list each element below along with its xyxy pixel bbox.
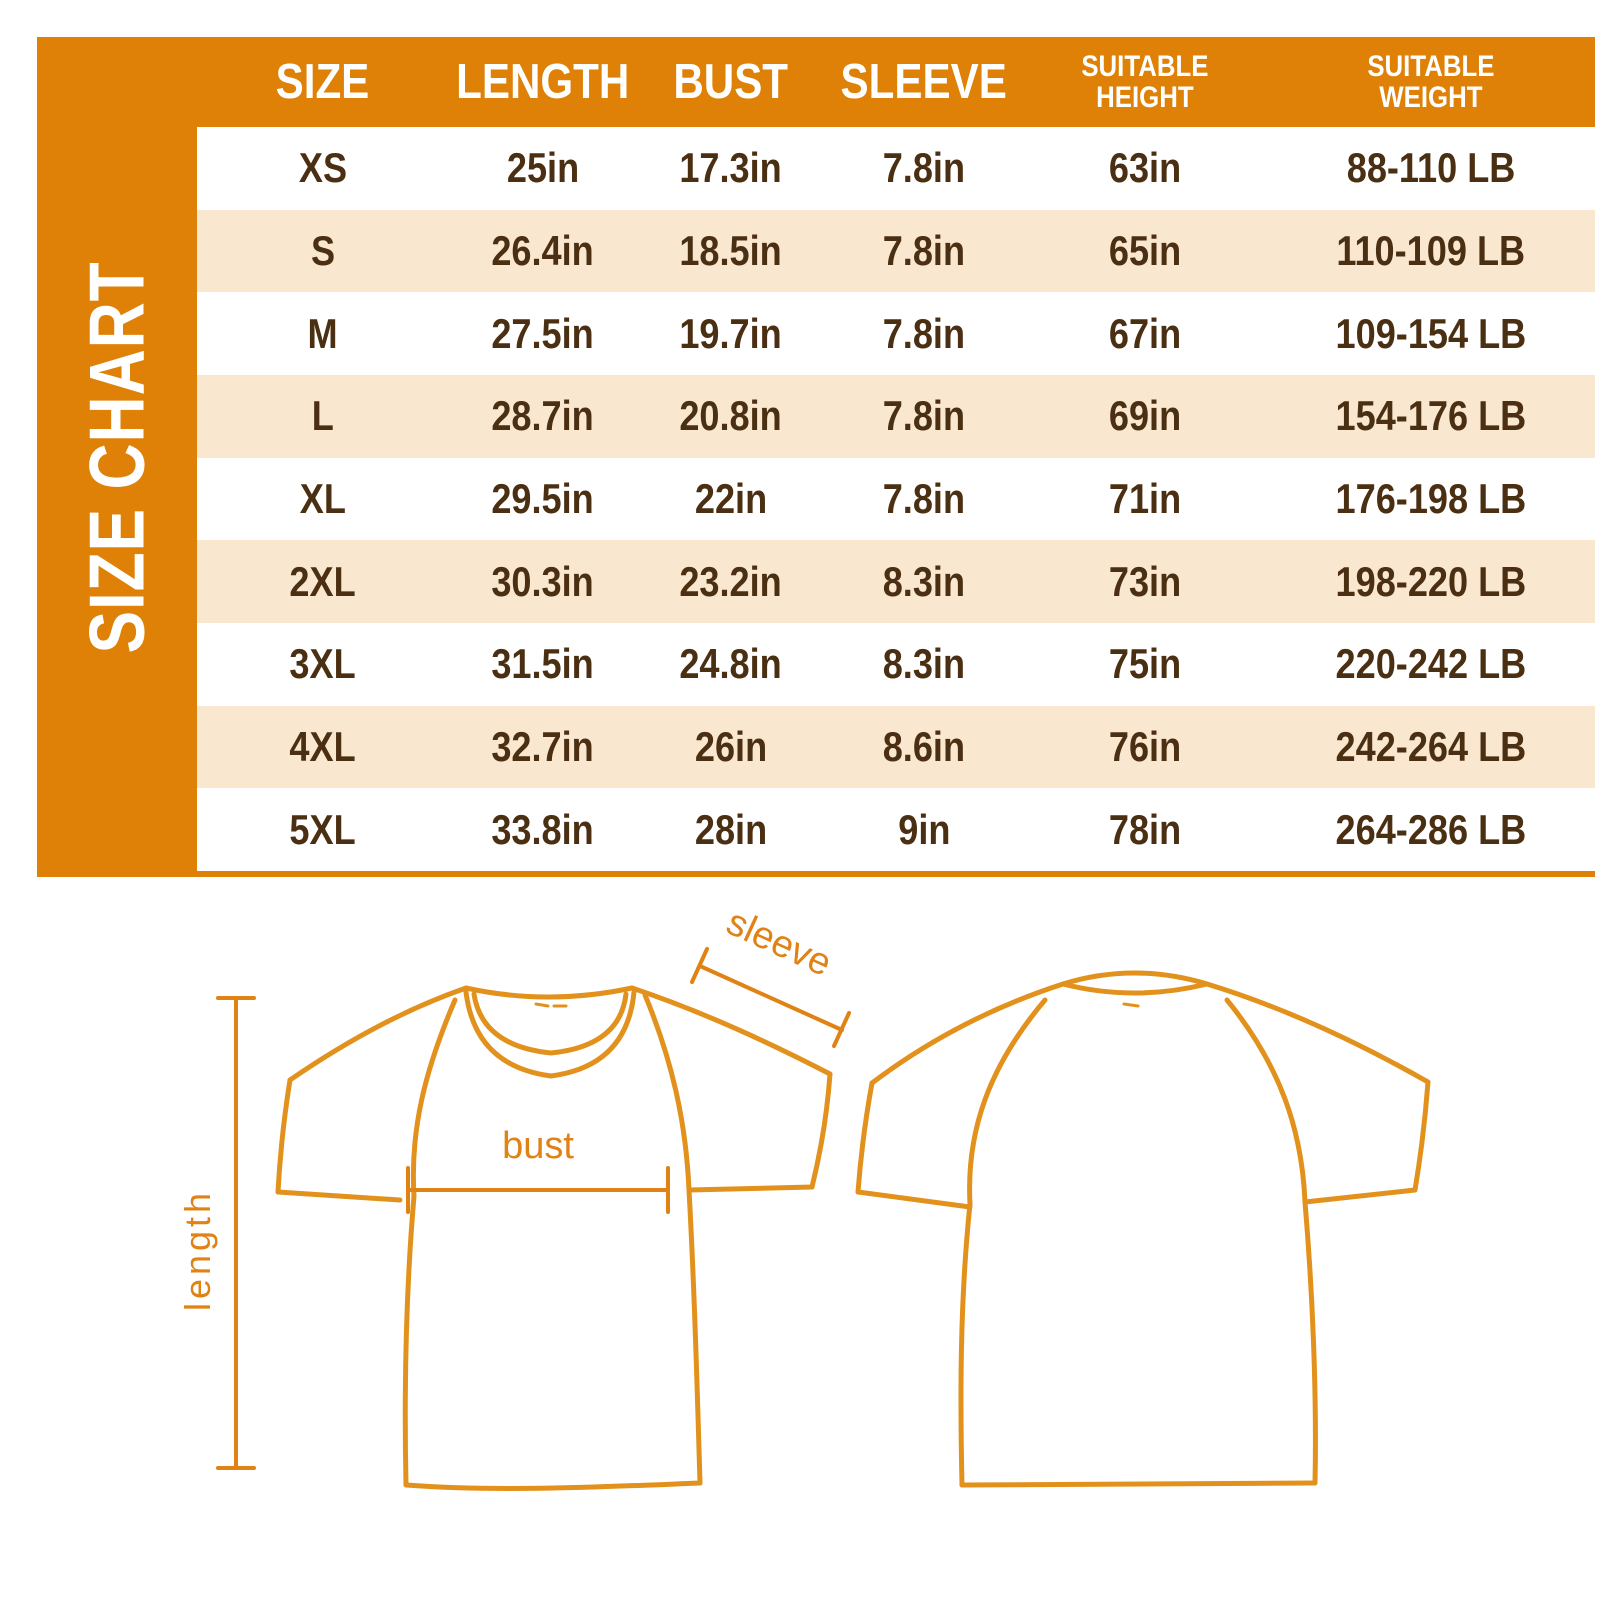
size-chart-card: SIZE CHART SIZE LENGTH BUST SLEEVE SUITA…: [37, 37, 1595, 877]
cell-sleeve: 7.8in: [882, 392, 966, 440]
cell-bust: 23.2in: [679, 557, 783, 605]
cell-suitable-weight: 110-109 LB: [1336, 226, 1526, 274]
cell-suitable-height: 78in: [1108, 805, 1181, 853]
cell-size: M: [307, 309, 338, 357]
table-row-s: S 26.4in 18.5in 7.8in 65in 110-109 LB: [197, 209, 1595, 293]
cell-bust: 26in: [694, 722, 768, 770]
column-header-size: SIZE: [275, 55, 370, 109]
column-header-bust: BUST: [673, 55, 789, 109]
table-row-4xl: 4XL 32.7in 26in 8.6in 76in 242-264 LB: [197, 705, 1595, 789]
cell-suitable-height: 67in: [1108, 309, 1181, 357]
length-measure-line: [216, 996, 256, 1470]
cell-suitable-height: 73in: [1108, 557, 1181, 605]
table-row-5xl: 5XL 33.8in 28in 9in 78in 264-286 LB: [197, 788, 1595, 871]
cell-length: 31.5in: [491, 640, 595, 688]
cell-sleeve: 9in: [897, 805, 951, 853]
cell-suitable-height: 69in: [1108, 392, 1181, 440]
cell-size: 4XL: [289, 722, 356, 770]
cell-suitable-weight: 176-198 LB: [1335, 474, 1527, 522]
cell-suitable-weight: 198-220 LB: [1335, 557, 1527, 605]
cell-length: 29.5in: [491, 474, 595, 522]
cell-size: S: [310, 226, 335, 274]
cell-size: XL: [299, 474, 346, 522]
column-header-sleeve: SLEEVE: [840, 55, 1008, 109]
table-row-3xl: 3XL 31.5in 24.8in 8.3in 75in 220-242 LB: [197, 622, 1595, 706]
cell-bust: 22in: [694, 474, 768, 522]
cell-sleeve: 8.3in: [882, 640, 966, 688]
cell-bust: 19.7in: [679, 309, 783, 357]
cell-length: 25in: [506, 144, 580, 192]
cell-size: XS: [298, 144, 347, 192]
table-row-l: L 28.7in 20.8in 7.8in 69in 154-176 LB: [197, 374, 1595, 458]
cell-size: 5XL: [289, 805, 356, 853]
cell-suitable-weight: 264-286 LB: [1335, 805, 1527, 853]
cell-suitable-weight: 242-264 LB: [1335, 722, 1527, 770]
cell-suitable-height: 75in: [1108, 640, 1181, 688]
table-row-2xl: 2XL 30.3in 23.2in 8.3in 73in 198-220 LB: [197, 540, 1595, 623]
cell-length: 30.3in: [491, 557, 595, 605]
cell-sleeve: 7.8in: [882, 474, 966, 522]
page-title: SIZE CHART: [72, 261, 161, 653]
length-label: length: [177, 1189, 218, 1311]
sleeve-measure-line: [690, 947, 851, 1048]
cell-length: 32.7in: [491, 722, 595, 770]
cell-sleeve: 8.3in: [882, 557, 966, 605]
column-header-suitable-height: SUITABLE HEIGHT: [1081, 49, 1209, 114]
cell-bust: 17.3in: [679, 144, 783, 192]
cell-suitable-weight: 88-110 LB: [1346, 144, 1516, 192]
column-header-suitable-weight: SUITABLE WEIGHT: [1367, 49, 1495, 114]
table-row-xs: XS 25in 17.3in 7.8in 63in 88-110 LB: [197, 127, 1595, 210]
cell-size: L: [311, 392, 334, 440]
table-header-row: SIZE LENGTH BUST SLEEVE SUITABLE HEIGHT …: [197, 37, 1595, 127]
tshirt-measurement-diagram: length bust sleeve: [0, 900, 1600, 1600]
cell-suitable-weight: 109-154 LB: [1335, 309, 1527, 357]
sleeve-label: sleeve: [720, 901, 837, 985]
cell-suitable-weight: 220-242 LB: [1335, 640, 1527, 688]
cell-bust: 20.8in: [679, 392, 783, 440]
cell-suitable-height: 63in: [1108, 144, 1181, 192]
cell-length: 27.5in: [491, 309, 595, 357]
measurement-lines: [216, 947, 851, 1470]
bust-measure-line: [406, 1166, 670, 1214]
tshirt-back-drawing: [855, 970, 1431, 1488]
table-row-xl: XL 29.5in 22in 7.8in 71in 176-198 LB: [197, 457, 1595, 541]
cell-suitable-height: 76in: [1108, 722, 1181, 770]
cell-sleeve: 7.8in: [882, 144, 966, 192]
cell-suitable-height: 71in: [1108, 474, 1181, 522]
cell-bust: 28in: [694, 805, 768, 853]
cell-bust: 18.5in: [679, 226, 783, 274]
cell-suitable-weight: 154-176 LB: [1335, 392, 1527, 440]
side-title-band: SIZE CHART: [37, 37, 197, 877]
cell-size: 2XL: [289, 557, 356, 605]
table-body: XS 25in 17.3in 7.8in 63in 88-110 LB S 26…: [197, 127, 1595, 871]
cell-size: 3XL: [289, 640, 356, 688]
tshirt-front-drawing: [275, 985, 833, 1491]
cell-sleeve: 7.8in: [882, 309, 966, 357]
cell-length: 26.4in: [491, 226, 595, 274]
cell-length: 33.8in: [491, 805, 595, 853]
cell-length: 28.7in: [491, 392, 595, 440]
column-header-length: LENGTH: [456, 55, 630, 109]
cell-sleeve: 8.6in: [882, 722, 966, 770]
cell-suitable-height: 65in: [1108, 226, 1181, 274]
cell-bust: 24.8in: [679, 640, 783, 688]
bust-label: bust: [502, 1125, 574, 1167]
table-row-m: M 27.5in 19.7in 7.8in 67in 109-154 LB: [197, 292, 1595, 375]
cell-sleeve: 7.8in: [882, 226, 966, 274]
tshirt-diagram-svg: length bust sleeve: [177, 901, 1431, 1491]
